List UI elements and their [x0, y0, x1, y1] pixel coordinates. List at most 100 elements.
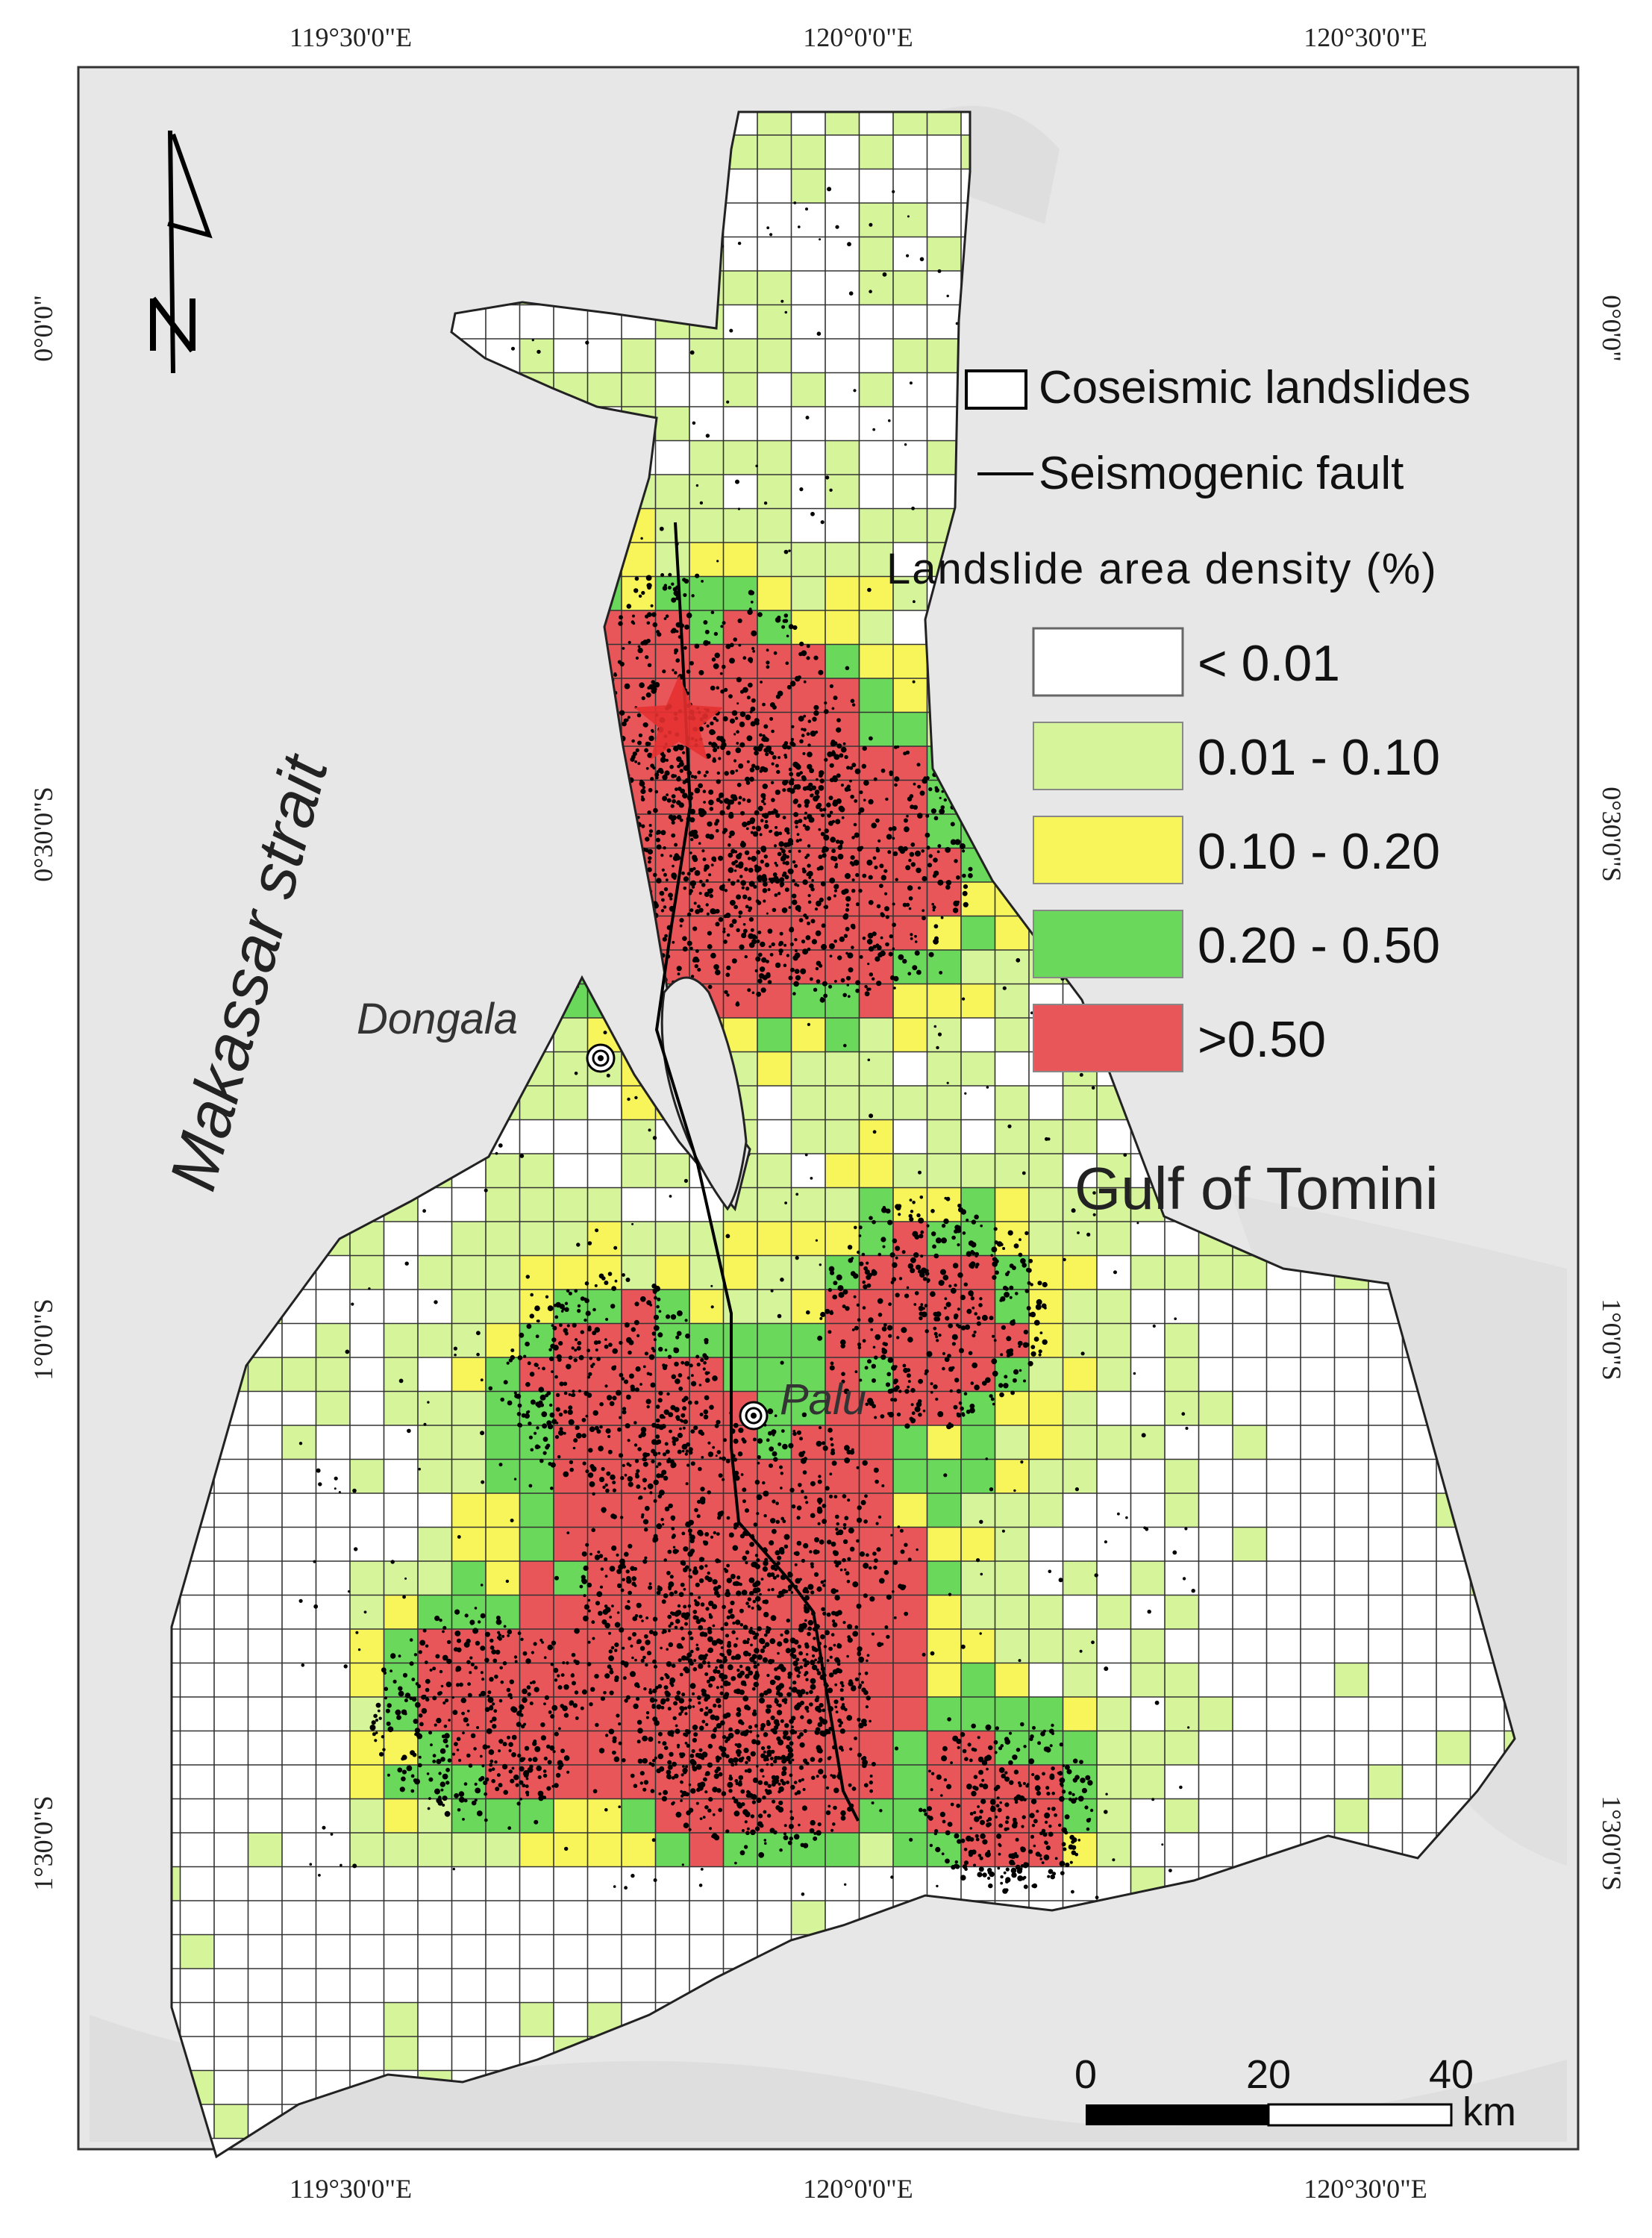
density-cell	[622, 1290, 656, 1324]
landslide-point	[626, 1462, 631, 1466]
landslide-point	[705, 834, 710, 839]
landslide-point	[816, 804, 821, 810]
landslide-point	[798, 838, 802, 842]
landslide-point	[637, 647, 643, 654]
landslide-point	[641, 590, 645, 596]
landslide-point	[824, 828, 829, 834]
landslide-point	[840, 978, 845, 983]
landslide-point	[857, 1646, 863, 1652]
landslide-point	[772, 907, 777, 913]
density-cell	[214, 2002, 248, 2037]
landslide-point	[847, 1498, 851, 1502]
density-cell	[791, 475, 825, 509]
landslide-point	[630, 1644, 633, 1648]
landslide-point	[723, 1438, 727, 1442]
landslide-point	[933, 938, 939, 945]
density-cell	[723, 339, 757, 373]
landslide-point	[872, 977, 875, 981]
landslide-point	[726, 933, 730, 937]
density-cell	[554, 1425, 588, 1460]
landslide-point	[819, 1540, 825, 1545]
landslide-point	[656, 844, 662, 850]
density-cell	[757, 1323, 792, 1357]
density-cell	[519, 1866, 554, 1901]
landslide-point	[796, 1505, 802, 1510]
density-cell	[282, 2037, 316, 2071]
landslide-point	[709, 807, 714, 811]
landslide-point	[862, 873, 867, 878]
landslide-point	[810, 1481, 816, 1487]
landslide-point	[614, 1622, 621, 1628]
landslide-point	[816, 960, 822, 966]
landslide-point	[738, 915, 742, 919]
landslide-point	[744, 867, 748, 872]
landslide-point	[808, 816, 815, 823]
density-cell	[180, 2002, 214, 2037]
landslide-point	[597, 1550, 601, 1554]
landslide-point	[776, 769, 780, 775]
landslide-point	[793, 812, 798, 817]
landslide-point	[775, 1550, 780, 1556]
density-cell	[1165, 1798, 1199, 1833]
landslide-point	[721, 742, 727, 748]
density-cell	[1165, 1323, 1199, 1357]
density-cell	[927, 1154, 961, 1188]
density-cell	[214, 1901, 248, 1935]
density-cell	[1165, 1391, 1199, 1425]
landslide-point	[683, 1419, 688, 1425]
landslide-point	[635, 656, 639, 660]
density-cell	[655, 543, 689, 577]
landslide-point	[726, 805, 730, 810]
density-cell	[587, 1833, 622, 1867]
density-cell	[1368, 1425, 1403, 1460]
density-cell	[859, 407, 893, 441]
landslide-point	[710, 685, 716, 691]
landslide-point	[647, 663, 652, 667]
landslide-point	[867, 932, 874, 939]
density-cell	[519, 1459, 554, 1493]
density-cell	[451, 1901, 486, 1935]
landslide-point	[863, 798, 866, 801]
landslide-point	[868, 900, 874, 905]
landslide-point	[707, 1490, 711, 1495]
landslide-point	[804, 1607, 810, 1614]
landslide-point	[612, 1488, 617, 1492]
landslide-point	[757, 1626, 762, 1631]
landslide-point	[692, 958, 697, 963]
landslide-point	[896, 745, 900, 748]
landslide-point	[735, 1619, 741, 1625]
density-cell	[451, 1290, 486, 1324]
landslide-point	[739, 690, 745, 694]
density-cell	[1233, 1697, 1267, 1731]
density-cell	[384, 1255, 418, 1290]
landslide-point	[772, 1499, 776, 1504]
landslide-point	[874, 1558, 878, 1563]
density-cell	[1436, 1595, 1471, 1629]
density-cell	[927, 1086, 961, 1120]
landslide-point	[644, 1505, 650, 1511]
landslide-point	[675, 630, 679, 633]
density-cell	[689, 543, 724, 577]
density-cell	[893, 1051, 927, 1086]
density-cell	[825, 407, 860, 441]
density-cell	[1301, 1731, 1335, 1765]
landslide-point	[594, 1554, 601, 1560]
landslide-point	[656, 829, 661, 835]
landslide-point	[854, 799, 858, 803]
density-cell	[587, 1866, 622, 1901]
density-cell	[825, 678, 860, 713]
density-cell	[554, 339, 588, 373]
density-cell	[554, 1663, 588, 1697]
density-cell	[859, 780, 893, 814]
density-cell	[282, 1798, 316, 1833]
density-cell	[655, 1323, 689, 1357]
density-cell	[282, 1561, 316, 1595]
density-cell	[418, 1833, 452, 1867]
landslide-point	[672, 798, 676, 804]
density-cell	[1029, 1493, 1063, 1528]
landslide-point	[733, 759, 737, 763]
density-cell	[519, 1561, 554, 1595]
density-cell	[519, 1357, 554, 1392]
landslide-point	[692, 1705, 695, 1708]
density-cell	[1063, 1866, 1097, 1901]
